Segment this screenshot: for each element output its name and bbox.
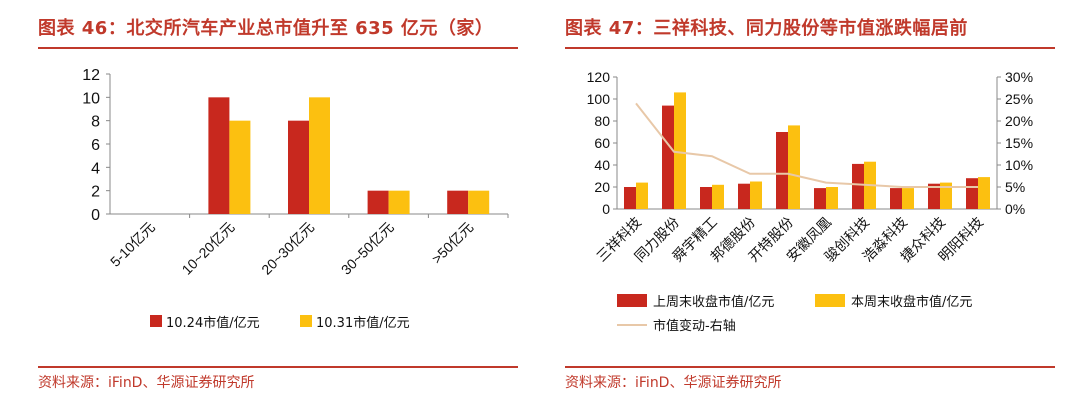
legend-label: 10.31市值/亿元 [316, 315, 410, 331]
legend: 10.24市值/亿元 10.31市值/亿元 [150, 315, 410, 331]
title-underline [565, 47, 1055, 49]
x-tick-label: 10~20亿元 [179, 219, 238, 278]
bar [367, 190, 389, 214]
y-tick-label: 120 [587, 69, 611, 85]
bar [662, 105, 674, 209]
right-chart-panel: 图表 47：三祥科技、同力股份等市值涨跌幅居前 0 20 40 60 80 100 120 0… [565, 0, 1055, 404]
bar [712, 184, 724, 209]
y2-tick-label: 0% [1005, 201, 1025, 217]
left-chart-svg: 0 2 4 6 8 10 12 5-10亿元 10~20亿元 20~30亿元 30~50亿元 >50亿… [82, 67, 509, 331]
bar [700, 187, 712, 209]
source-note: 资料来源：iFinD、华源证券研究所 [38, 375, 255, 391]
bar [738, 183, 750, 209]
y2-tick-label: 25% [1005, 91, 1033, 107]
bar [940, 182, 952, 209]
bar [978, 177, 990, 209]
y-tick-label: 60 [594, 135, 610, 151]
y-tick-label: 10 [82, 90, 100, 107]
y2-tick-label: 20% [1005, 113, 1033, 129]
y2-tick-label: 15% [1005, 135, 1033, 151]
y2-tick-label: 10% [1005, 157, 1033, 173]
y-tick-label: 12 [82, 67, 100, 84]
x-tick-label: 20~30亿元 [258, 219, 317, 278]
y-tick-label: 2 [91, 184, 100, 201]
bar [624, 187, 636, 209]
bar [826, 187, 838, 209]
title-underline [38, 47, 518, 49]
bar [208, 97, 230, 214]
bar [447, 190, 469, 214]
bar [309, 97, 330, 214]
left-chart-panel: 图表 46：北交所汽车产业总市值升至 635 亿元（家） 0 2 4 6 8 10 12 5-… [38, 0, 518, 404]
y-tick-label: 0 [602, 201, 610, 217]
bar [776, 132, 788, 209]
bar [750, 181, 762, 209]
y-tick-label: 20 [594, 179, 610, 195]
x-tick-label: 30~50亿元 [338, 219, 397, 278]
y-tick-label: 80 [594, 113, 610, 129]
bar [229, 120, 251, 214]
source-note: 资料来源：iFinD、华源证券研究所 [565, 375, 782, 391]
bar [814, 188, 826, 209]
source-divider [38, 366, 518, 368]
y2-tick-label: 30% [1005, 69, 1033, 85]
bar [852, 163, 864, 209]
y-tick-label: 6 [91, 137, 100, 154]
legend-label: 本周末收盘市值/亿元 [851, 294, 972, 310]
legend-label: 上周末收盘市值/亿元 [653, 294, 774, 310]
y-tick-label: 4 [91, 160, 100, 177]
bar [288, 120, 309, 214]
bar [966, 178, 978, 209]
legend-label: 市值变动-右轴 [653, 318, 736, 334]
legend-swatch [150, 315, 162, 327]
x-tick-label: >50亿元 [428, 219, 476, 267]
y-tick-label: 0 [91, 207, 100, 224]
y-tick-label: 8 [91, 114, 100, 131]
x-tick-label: 5-10亿元 [107, 219, 158, 270]
bar [468, 190, 490, 214]
legend-swatch [815, 294, 845, 307]
legend-swatch [300, 315, 312, 327]
bar [928, 183, 940, 209]
bar [636, 182, 648, 209]
chart-title: 图表 47：三祥科技、同力股份等市值涨跌幅居前 [565, 18, 968, 39]
source-divider [565, 366, 1055, 368]
line-series-market-cap-change [635, 102, 978, 188]
bar [902, 188, 914, 209]
legend-label: 10.24市值/亿元 [166, 315, 260, 331]
chart-title: 图表 46：北交所汽车产业总市值升至 635 亿元（家） [38, 18, 494, 39]
bar [890, 188, 902, 209]
right-chart-svg: 0204060801001200%5%10%15%20%25%30%三祥科技同力… [587, 69, 1033, 334]
y-tick-label: 40 [594, 157, 610, 173]
bar [788, 125, 800, 209]
y-tick-label: 100 [587, 91, 611, 107]
bar [388, 190, 410, 214]
legend-swatch [617, 294, 647, 307]
bar [674, 92, 686, 209]
y2-tick-label: 5% [1005, 179, 1025, 195]
